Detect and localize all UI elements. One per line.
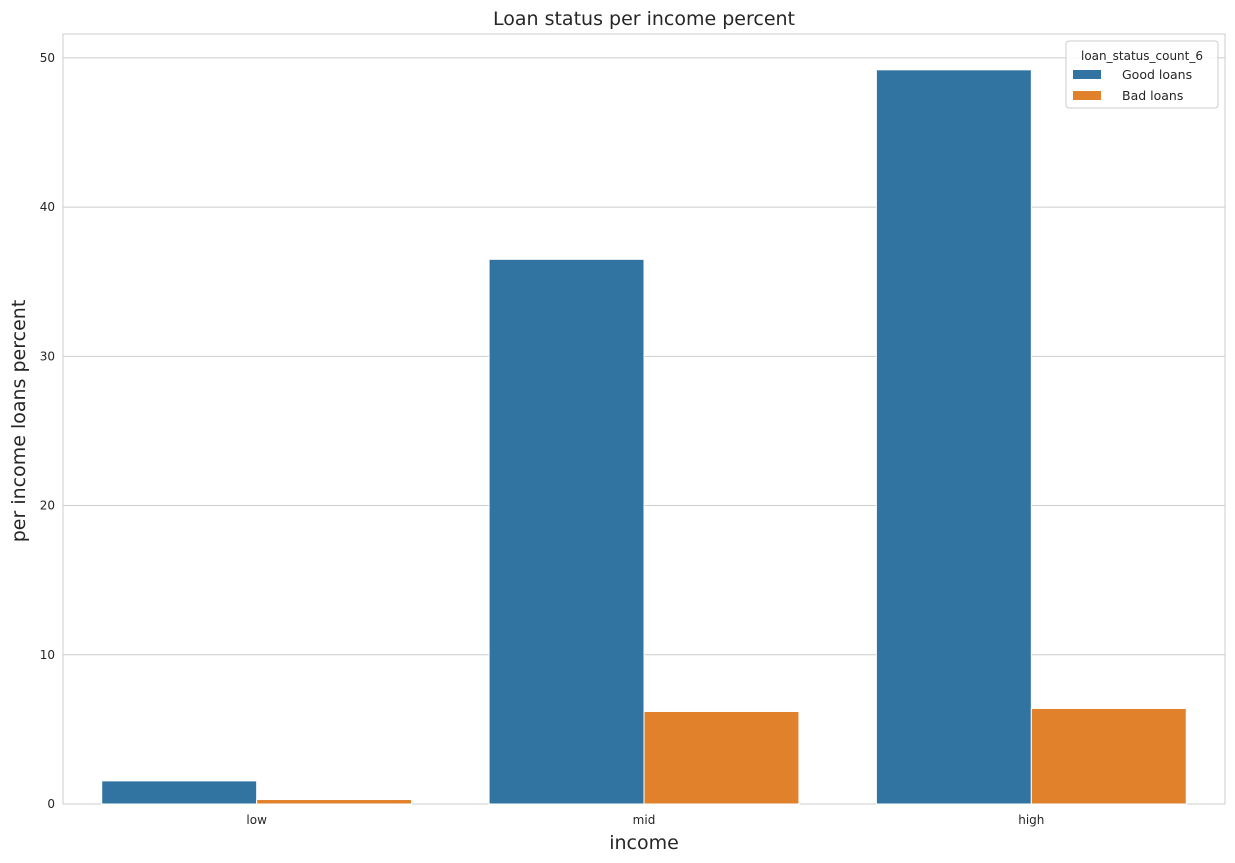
y-axis-ticks: 0 10 20 30 40 50	[40, 51, 55, 811]
y-tick-label: 0	[47, 797, 55, 811]
legend-swatch-good-loans	[1073, 70, 1101, 79]
legend: loan_status_count_6 Good loans Bad loans	[1065, 40, 1219, 109]
x-tick-label-mid: mid	[633, 813, 656, 827]
x-tick-label-low: low	[246, 813, 267, 827]
bar-bad-loans-high	[1030, 707, 1187, 805]
legend-title: loan_status_count_6	[1081, 49, 1203, 63]
legend-swatch-bad-loans	[1073, 91, 1101, 100]
bar-good-loans-high	[875, 69, 1032, 805]
legend-label-bad-loans: Bad loans	[1122, 88, 1183, 103]
y-axis-label: per income loans percent	[8, 300, 30, 543]
y-tick-label: 20	[40, 499, 55, 513]
x-axis-ticks: low mid high	[246, 813, 1044, 827]
x-tick-label-high: high	[1018, 813, 1044, 827]
bar-good-loans-low	[101, 780, 258, 805]
y-tick-label: 30	[40, 349, 55, 363]
legend-box	[1065, 40, 1219, 109]
legend-label-good-loans: Good loans	[1122, 67, 1192, 82]
y-tick-label: 10	[40, 648, 55, 662]
x-axis-label: income	[609, 832, 679, 854]
bar-good-loans-mid	[488, 258, 645, 805]
bar-bad-loans-mid	[643, 710, 800, 805]
y-tick-label: 40	[40, 200, 55, 214]
bar-bad-loans-low	[256, 799, 413, 805]
chart-title: Loan status per income percent	[493, 8, 795, 30]
y-tick-label: 50	[40, 51, 55, 65]
bars	[101, 69, 1187, 805]
